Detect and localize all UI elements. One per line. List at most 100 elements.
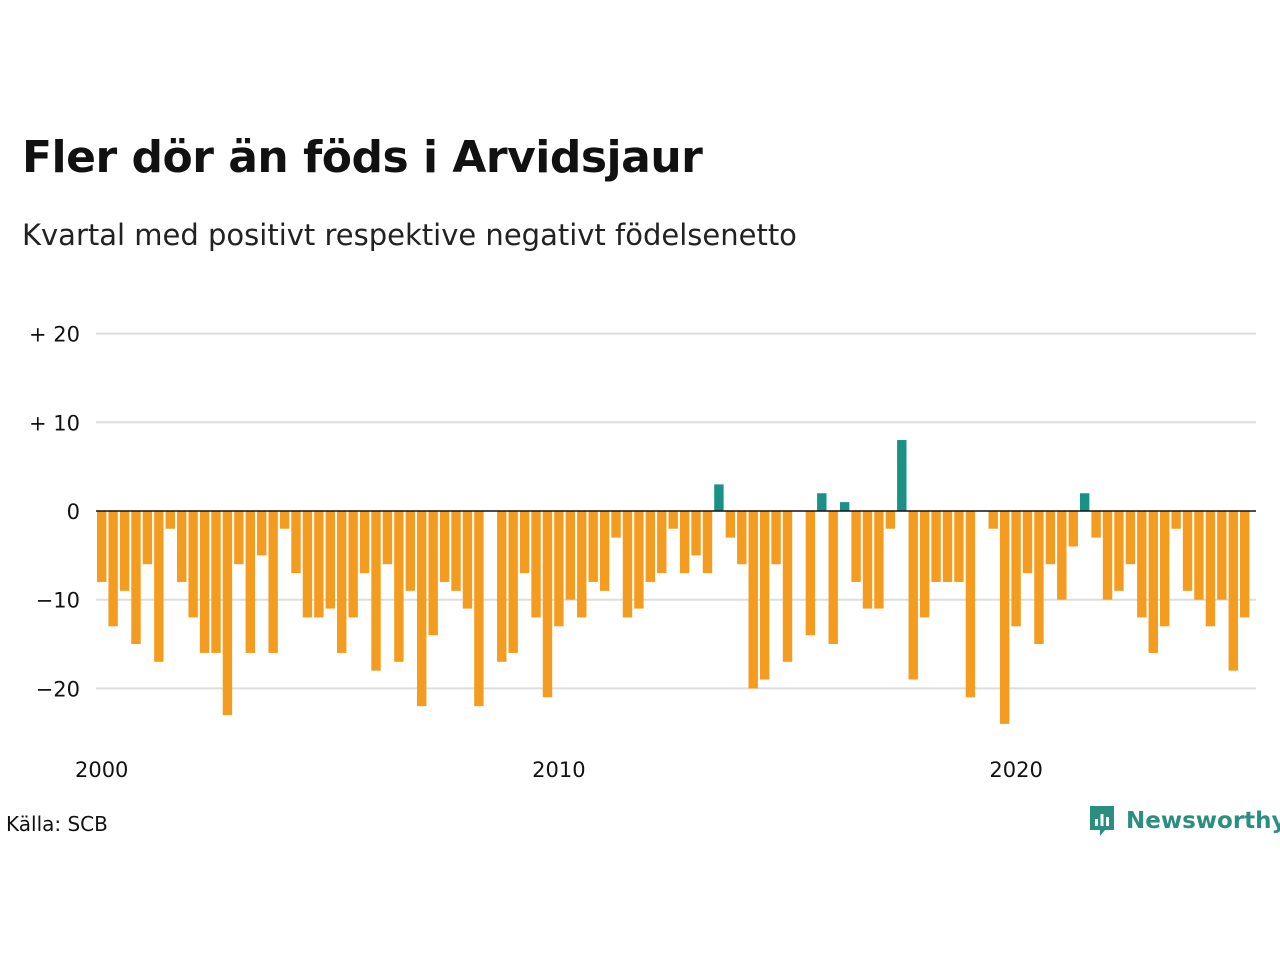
- bar: [1091, 511, 1101, 538]
- bar: [439, 511, 450, 582]
- bar: [862, 511, 873, 609]
- bar: [1205, 511, 1216, 627]
- bar: [188, 511, 198, 618]
- bar: [245, 511, 255, 653]
- y-tick-label: −20: [36, 677, 80, 701]
- brand-name: Newsworthy: [1126, 808, 1280, 834]
- y-tick-label: + 20: [29, 323, 80, 347]
- x-tick-label: 2000: [75, 758, 128, 782]
- bar: [1102, 511, 1113, 600]
- bar: [691, 511, 701, 556]
- bar: [359, 511, 370, 574]
- bar: [394, 511, 404, 662]
- bar: [965, 511, 976, 698]
- bar: [462, 511, 473, 609]
- bar: [1159, 511, 1170, 627]
- bar: [97, 511, 107, 582]
- bar: [542, 511, 553, 698]
- bar: [108, 511, 118, 627]
- source-note: Källa: SCB: [6, 812, 108, 836]
- bar: [531, 511, 541, 618]
- bar: [839, 502, 850, 511]
- bar: [577, 511, 587, 618]
- bar: [497, 511, 507, 662]
- bar: [131, 511, 141, 645]
- bar: [1217, 511, 1227, 600]
- bar: [417, 511, 427, 707]
- bar: [451, 511, 461, 591]
- bar: [519, 511, 530, 574]
- y-tick-label: + 10: [29, 411, 80, 435]
- bar: [1068, 511, 1078, 547]
- bar: [737, 511, 747, 565]
- bar: [177, 511, 187, 582]
- bar: [165, 511, 175, 529]
- bar: [817, 493, 827, 511]
- bar: [931, 511, 941, 582]
- bar: [1034, 511, 1044, 645]
- chart-subtitle: Kvartal med positivt respektive negativt…: [22, 218, 797, 252]
- bar: [1171, 511, 1181, 529]
- axes: + 20 + 10 0 −10 −20 2000 2010 2020: [29, 323, 1256, 782]
- bar: [234, 511, 244, 565]
- bar: [702, 511, 713, 574]
- bar: [154, 511, 164, 662]
- chart-title: Fler dör än föds i Arvidsjaur: [22, 132, 703, 183]
- bar: [851, 511, 861, 582]
- bar: [371, 511, 381, 671]
- bar: [199, 511, 210, 653]
- bar: [291, 511, 301, 574]
- bar: [565, 511, 576, 600]
- bar: [508, 511, 518, 653]
- bar: [554, 511, 564, 627]
- bar: [748, 511, 758, 689]
- bar: [314, 511, 324, 618]
- bar: [622, 511, 633, 618]
- bar: [1137, 511, 1147, 618]
- bar: [257, 511, 267, 556]
- bar: [1194, 511, 1204, 600]
- bar: [919, 511, 930, 618]
- x-tick-label: 2020: [989, 758, 1042, 782]
- y-tick-label: −10: [36, 589, 80, 613]
- newsworthy-logo-icon: [1090, 806, 1114, 836]
- bar: [405, 511, 416, 591]
- bar: [1125, 511, 1136, 565]
- bar: [474, 511, 484, 707]
- bars: [97, 440, 1250, 724]
- bar: [874, 511, 884, 609]
- bar: [1045, 511, 1056, 565]
- bar: [759, 511, 770, 680]
- bar: [954, 511, 964, 582]
- bar: [725, 511, 736, 538]
- bar: [1022, 511, 1033, 574]
- bar: [999, 511, 1010, 724]
- bar: [679, 511, 690, 574]
- bar: [1228, 511, 1238, 671]
- bar: [885, 511, 896, 529]
- x-tick-label: 2010: [532, 758, 585, 782]
- bar: [142, 511, 153, 565]
- bar: [382, 511, 393, 565]
- bar: [771, 511, 781, 565]
- bar-chart: + 20 + 10 0 −10 −20 2000 2010 2020: [29, 323, 1256, 782]
- bar: [1114, 511, 1124, 591]
- bar: [1182, 511, 1193, 591]
- bar: [588, 511, 598, 582]
- bar: [805, 511, 816, 636]
- grid-lines: [96, 332, 1256, 690]
- bar: [337, 511, 347, 653]
- newsworthy-logo[interactable]: Newsworthy: [1088, 804, 1280, 838]
- bar: [897, 440, 907, 511]
- bar: [668, 511, 678, 529]
- bar: [222, 511, 233, 716]
- bar: [942, 511, 953, 582]
- bar: [1148, 511, 1158, 653]
- bar: [599, 511, 610, 591]
- bar: [1011, 511, 1021, 627]
- bar: [302, 511, 313, 618]
- bar: [988, 511, 998, 529]
- bar: [325, 511, 335, 609]
- bar: [908, 511, 918, 680]
- bar: [1079, 493, 1090, 511]
